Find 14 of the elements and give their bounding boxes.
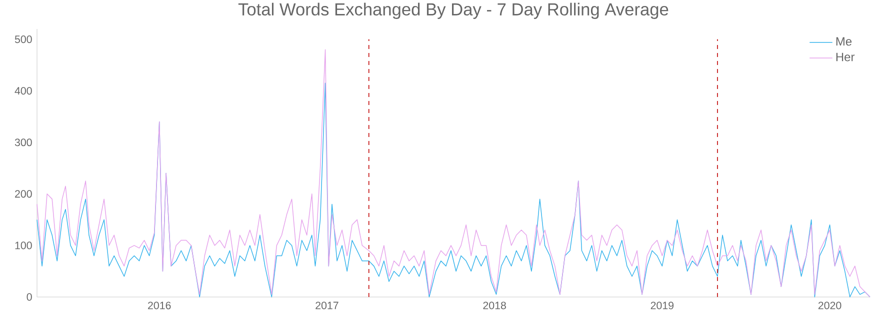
y-tick-label: 500 <box>14 36 32 44</box>
chart-title: Total Words Exchanged By Day - 7 Day Rolling Average <box>238 2 668 19</box>
y-tick-label: 300 <box>14 138 32 146</box>
y-tick-label: 200 <box>15 190 32 198</box>
x-tick-label: 2020 <box>818 302 842 310</box>
x-tick-label: 2016 <box>148 302 171 310</box>
y-tick-label: 100 <box>15 242 32 250</box>
y-tick-label: 400 <box>14 87 32 95</box>
x-tick-label: 2019 <box>650 302 674 310</box>
y-tick-label: 0 <box>26 293 32 301</box>
legend-label: Me <box>836 37 852 46</box>
x-tick-label: 2017 <box>316 302 338 310</box>
x-tick-label: 2018 <box>483 302 506 310</box>
legend-label: Her <box>836 52 855 62</box>
